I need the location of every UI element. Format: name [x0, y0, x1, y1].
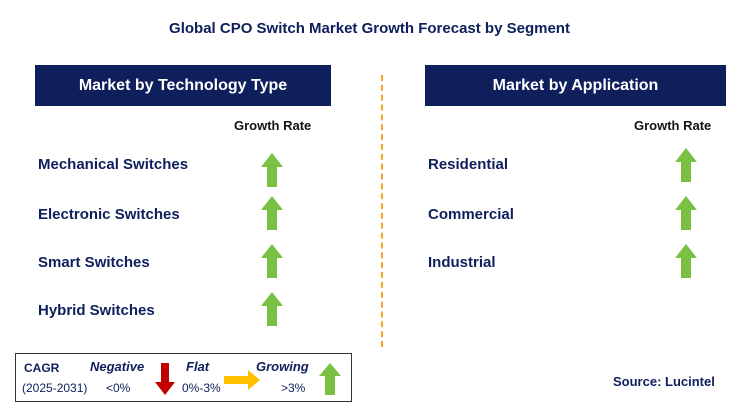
growing-arrow-icon: [261, 153, 283, 187]
flat-arrow-icon: [224, 370, 260, 390]
growing-arrow-icon: [261, 244, 283, 278]
negative-arrow-icon: [155, 363, 175, 395]
row-label-smart-switches: Smart Switches: [38, 254, 150, 271]
legend-negative-range: <0%: [106, 381, 131, 395]
technology-growth-rate-label: Growth Rate: [234, 118, 312, 133]
row-label-mechanical-switches: Mechanical Switches: [38, 156, 189, 173]
growing-arrow-icon: [261, 292, 283, 326]
row-label-commercial: Commercial: [428, 206, 514, 223]
legend-period: (2025-2031): [22, 381, 88, 395]
legend-negative-label: Negative: [90, 359, 145, 374]
row-label-electronic-switches: Electronic Switches: [38, 206, 180, 223]
application-panel-heading: Market by Application: [425, 65, 726, 106]
panel-divider: [381, 75, 383, 347]
legend-flat-range: 0%-3%: [182, 381, 221, 395]
technology-panel-heading: Market by Technology Type: [35, 65, 331, 106]
growing-arrow-icon: [675, 244, 697, 278]
legend-flat-label: Flat: [186, 359, 210, 374]
legend-growing-range: >3%: [281, 381, 306, 395]
row-label-residential: Residential: [428, 156, 509, 173]
cagr-legend: CAGR (2025-2031) Negative <0% Flat 0%-3%…: [15, 353, 352, 402]
row-label-industrial: Industrial: [428, 254, 496, 271]
growing-arrow-icon: [261, 196, 283, 230]
application-growth-rate-label: Growth Rate: [634, 118, 712, 133]
growing-arrow-icon: [319, 363, 341, 395]
row-label-hybrid-switches: Hybrid Switches: [38, 302, 155, 319]
legend-cagr-label: CAGR: [24, 361, 60, 375]
source-note: Source: Lucintel: [613, 374, 715, 389]
growing-arrow-icon: [675, 148, 697, 182]
growing-arrow-icon: [675, 196, 697, 230]
legend-growing-label: Growing: [256, 359, 309, 374]
page-title: Global CPO Switch Market Growth Forecast…: [169, 20, 570, 37]
